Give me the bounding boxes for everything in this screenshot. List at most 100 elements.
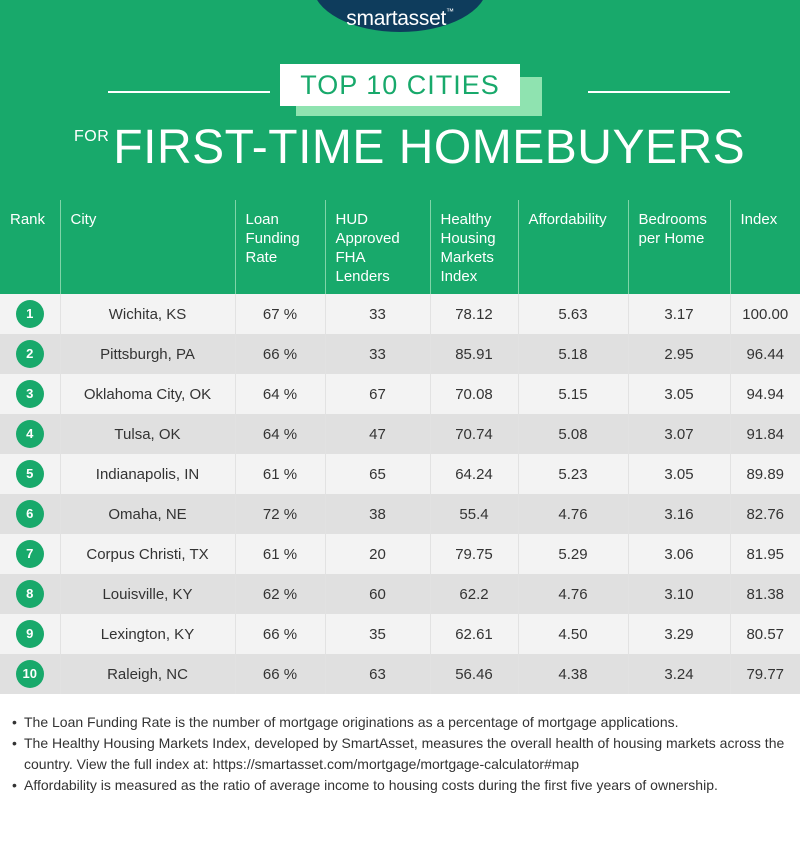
- rank-badge: 6: [15, 500, 44, 528]
- fha-cell: 60: [324, 574, 430, 614]
- bedrooms-cell: 3.24: [627, 654, 730, 694]
- table-row: 7 Corpus Christi, TX 61 % 20 79.75 5.29 …: [0, 534, 800, 574]
- title-main: FIRST-TIME HOMEBUYERS: [113, 121, 746, 174]
- rank-badge: 8: [15, 580, 44, 608]
- bedrooms-cell: 3.05: [627, 454, 730, 494]
- header-bedrooms: Bedrooms per Home: [627, 200, 730, 294]
- city-cell: Corpus Christi, TX: [59, 534, 235, 574]
- table-header-row: Rank City Loan Funding Rate HUD Approved…: [0, 200, 800, 294]
- rank-cell: 2: [0, 334, 60, 374]
- loan-rate-cell: 72 %: [234, 494, 325, 534]
- rank-badge: 1: [15, 300, 44, 328]
- fha-cell: 33: [324, 294, 430, 334]
- footnote-loan-rate: The Loan Funding Rate is the number of m…: [12, 712, 792, 733]
- loan-rate-cell: 67 %: [234, 294, 325, 334]
- bedrooms-cell: 3.07: [627, 414, 730, 454]
- index-cell: 100.00: [729, 294, 800, 334]
- rank-badge: 3: [15, 380, 44, 408]
- city-cell: Indianapolis, IN: [59, 454, 235, 494]
- loan-rate-cell: 64 %: [234, 374, 325, 414]
- rank-cell: 1: [0, 294, 60, 334]
- header-city: City: [59, 200, 235, 294]
- table-row: 10 Raleigh, NC 66 % 63 56.46 4.38 3.24 7…: [0, 654, 800, 694]
- city-cell: Tulsa, OK: [59, 414, 235, 454]
- header-index: Index: [729, 200, 800, 294]
- smartasset-logo: smartasset™: [346, 7, 454, 30]
- table-row: 3 Oklahoma City, OK 64 % 67 70.08 5.15 3…: [0, 374, 800, 414]
- city-cell: Oklahoma City, OK: [59, 374, 235, 414]
- hhmi-cell: 78.12: [429, 294, 518, 334]
- rank-badge: 5: [15, 460, 44, 488]
- rank-cell: 6: [0, 494, 60, 534]
- header-affordability: Affordability: [517, 200, 628, 294]
- index-cell: 94.94: [729, 374, 800, 414]
- title-prefix: FOR: [74, 128, 110, 145]
- title-divider-left: [108, 91, 270, 93]
- index-cell: 81.38: [729, 574, 800, 614]
- index-cell: 82.76: [729, 494, 800, 534]
- affordability-cell: 4.76: [517, 494, 628, 534]
- fha-cell: 65: [324, 454, 430, 494]
- affordability-cell: 4.50: [517, 614, 628, 654]
- rank-cell: 3: [0, 374, 60, 414]
- header-loan-funding-rate: Loan Funding Rate: [234, 200, 325, 294]
- rank-cell: 8: [0, 574, 60, 614]
- rank-cell: 10: [0, 654, 60, 694]
- bedrooms-cell: 3.29: [627, 614, 730, 654]
- fha-cell: 20: [324, 534, 430, 574]
- header-healthy-housing-index: Healthy Housing Markets Index: [429, 200, 518, 294]
- affordability-cell: 5.15: [517, 374, 628, 414]
- hhmi-cell: 64.24: [429, 454, 518, 494]
- hhmi-cell: 55.4: [429, 494, 518, 534]
- city-cell: Louisville, KY: [59, 574, 235, 614]
- rank-cell: 9: [0, 614, 60, 654]
- index-cell: 79.77: [729, 654, 800, 694]
- index-cell: 91.84: [729, 414, 800, 454]
- affordability-cell: 4.38: [517, 654, 628, 694]
- affordability-cell: 5.18: [517, 334, 628, 374]
- fha-cell: 38: [324, 494, 430, 534]
- rank-badge: 2: [15, 340, 44, 368]
- affordability-cell: 4.76: [517, 574, 628, 614]
- bedrooms-cell: 3.05: [627, 374, 730, 414]
- affordability-cell: 5.63: [517, 294, 628, 334]
- city-cell: Raleigh, NC: [59, 654, 235, 694]
- table-row: 6 Omaha, NE 72 % 38 55.4 4.76 3.16 82.76: [0, 494, 800, 534]
- fha-cell: 33: [324, 334, 430, 374]
- bedrooms-cell: 3.10: [627, 574, 730, 614]
- city-cell: Wichita, KS: [59, 294, 235, 334]
- header-fha-lenders: HUD Approved FHA Lenders: [324, 200, 430, 294]
- bedrooms-cell: 3.17: [627, 294, 730, 334]
- rank-cell: 4: [0, 414, 60, 454]
- hhmi-cell: 70.74: [429, 414, 518, 454]
- rank-badge: 4: [15, 420, 44, 448]
- index-cell: 80.57: [729, 614, 800, 654]
- hhmi-cell: 79.75: [429, 534, 518, 574]
- hhmi-cell: 85.91: [429, 334, 518, 374]
- loan-rate-cell: 66 %: [234, 654, 325, 694]
- rank-badge: 7: [15, 540, 44, 568]
- fha-cell: 47: [324, 414, 430, 454]
- header-rank: Rank: [0, 200, 60, 294]
- rank-cell: 7: [0, 534, 60, 574]
- table-row: 5 Indianapolis, IN 61 % 65 64.24 5.23 3.…: [0, 454, 800, 494]
- bedrooms-cell: 3.06: [627, 534, 730, 574]
- loan-rate-cell: 61 %: [234, 534, 325, 574]
- affordability-cell: 5.29: [517, 534, 628, 574]
- fha-cell: 35: [324, 614, 430, 654]
- footnote-hhmi: The Healthy Housing Markets Index, devel…: [12, 733, 792, 775]
- hhmi-cell: 70.08: [429, 374, 518, 414]
- hhmi-cell: 62.2: [429, 574, 518, 614]
- table-row: 8 Louisville, KY 62 % 60 62.2 4.76 3.10 …: [0, 574, 800, 614]
- table-row: 4 Tulsa, OK 64 % 47 70.74 5.08 3.07 91.8…: [0, 414, 800, 454]
- title-ribbon: TOP 10 CITIES: [280, 64, 520, 106]
- loan-rate-cell: 62 %: [234, 574, 325, 614]
- fha-cell: 63: [324, 654, 430, 694]
- title-divider-right: [588, 91, 730, 93]
- loan-rate-cell: 66 %: [234, 334, 325, 374]
- loan-rate-cell: 66 %: [234, 614, 325, 654]
- affordability-cell: 5.23: [517, 454, 628, 494]
- loan-rate-cell: 64 %: [234, 414, 325, 454]
- affordability-cell: 5.08: [517, 414, 628, 454]
- table-row: 1 Wichita, KS 67 % 33 78.12 5.63 3.17 10…: [0, 294, 800, 334]
